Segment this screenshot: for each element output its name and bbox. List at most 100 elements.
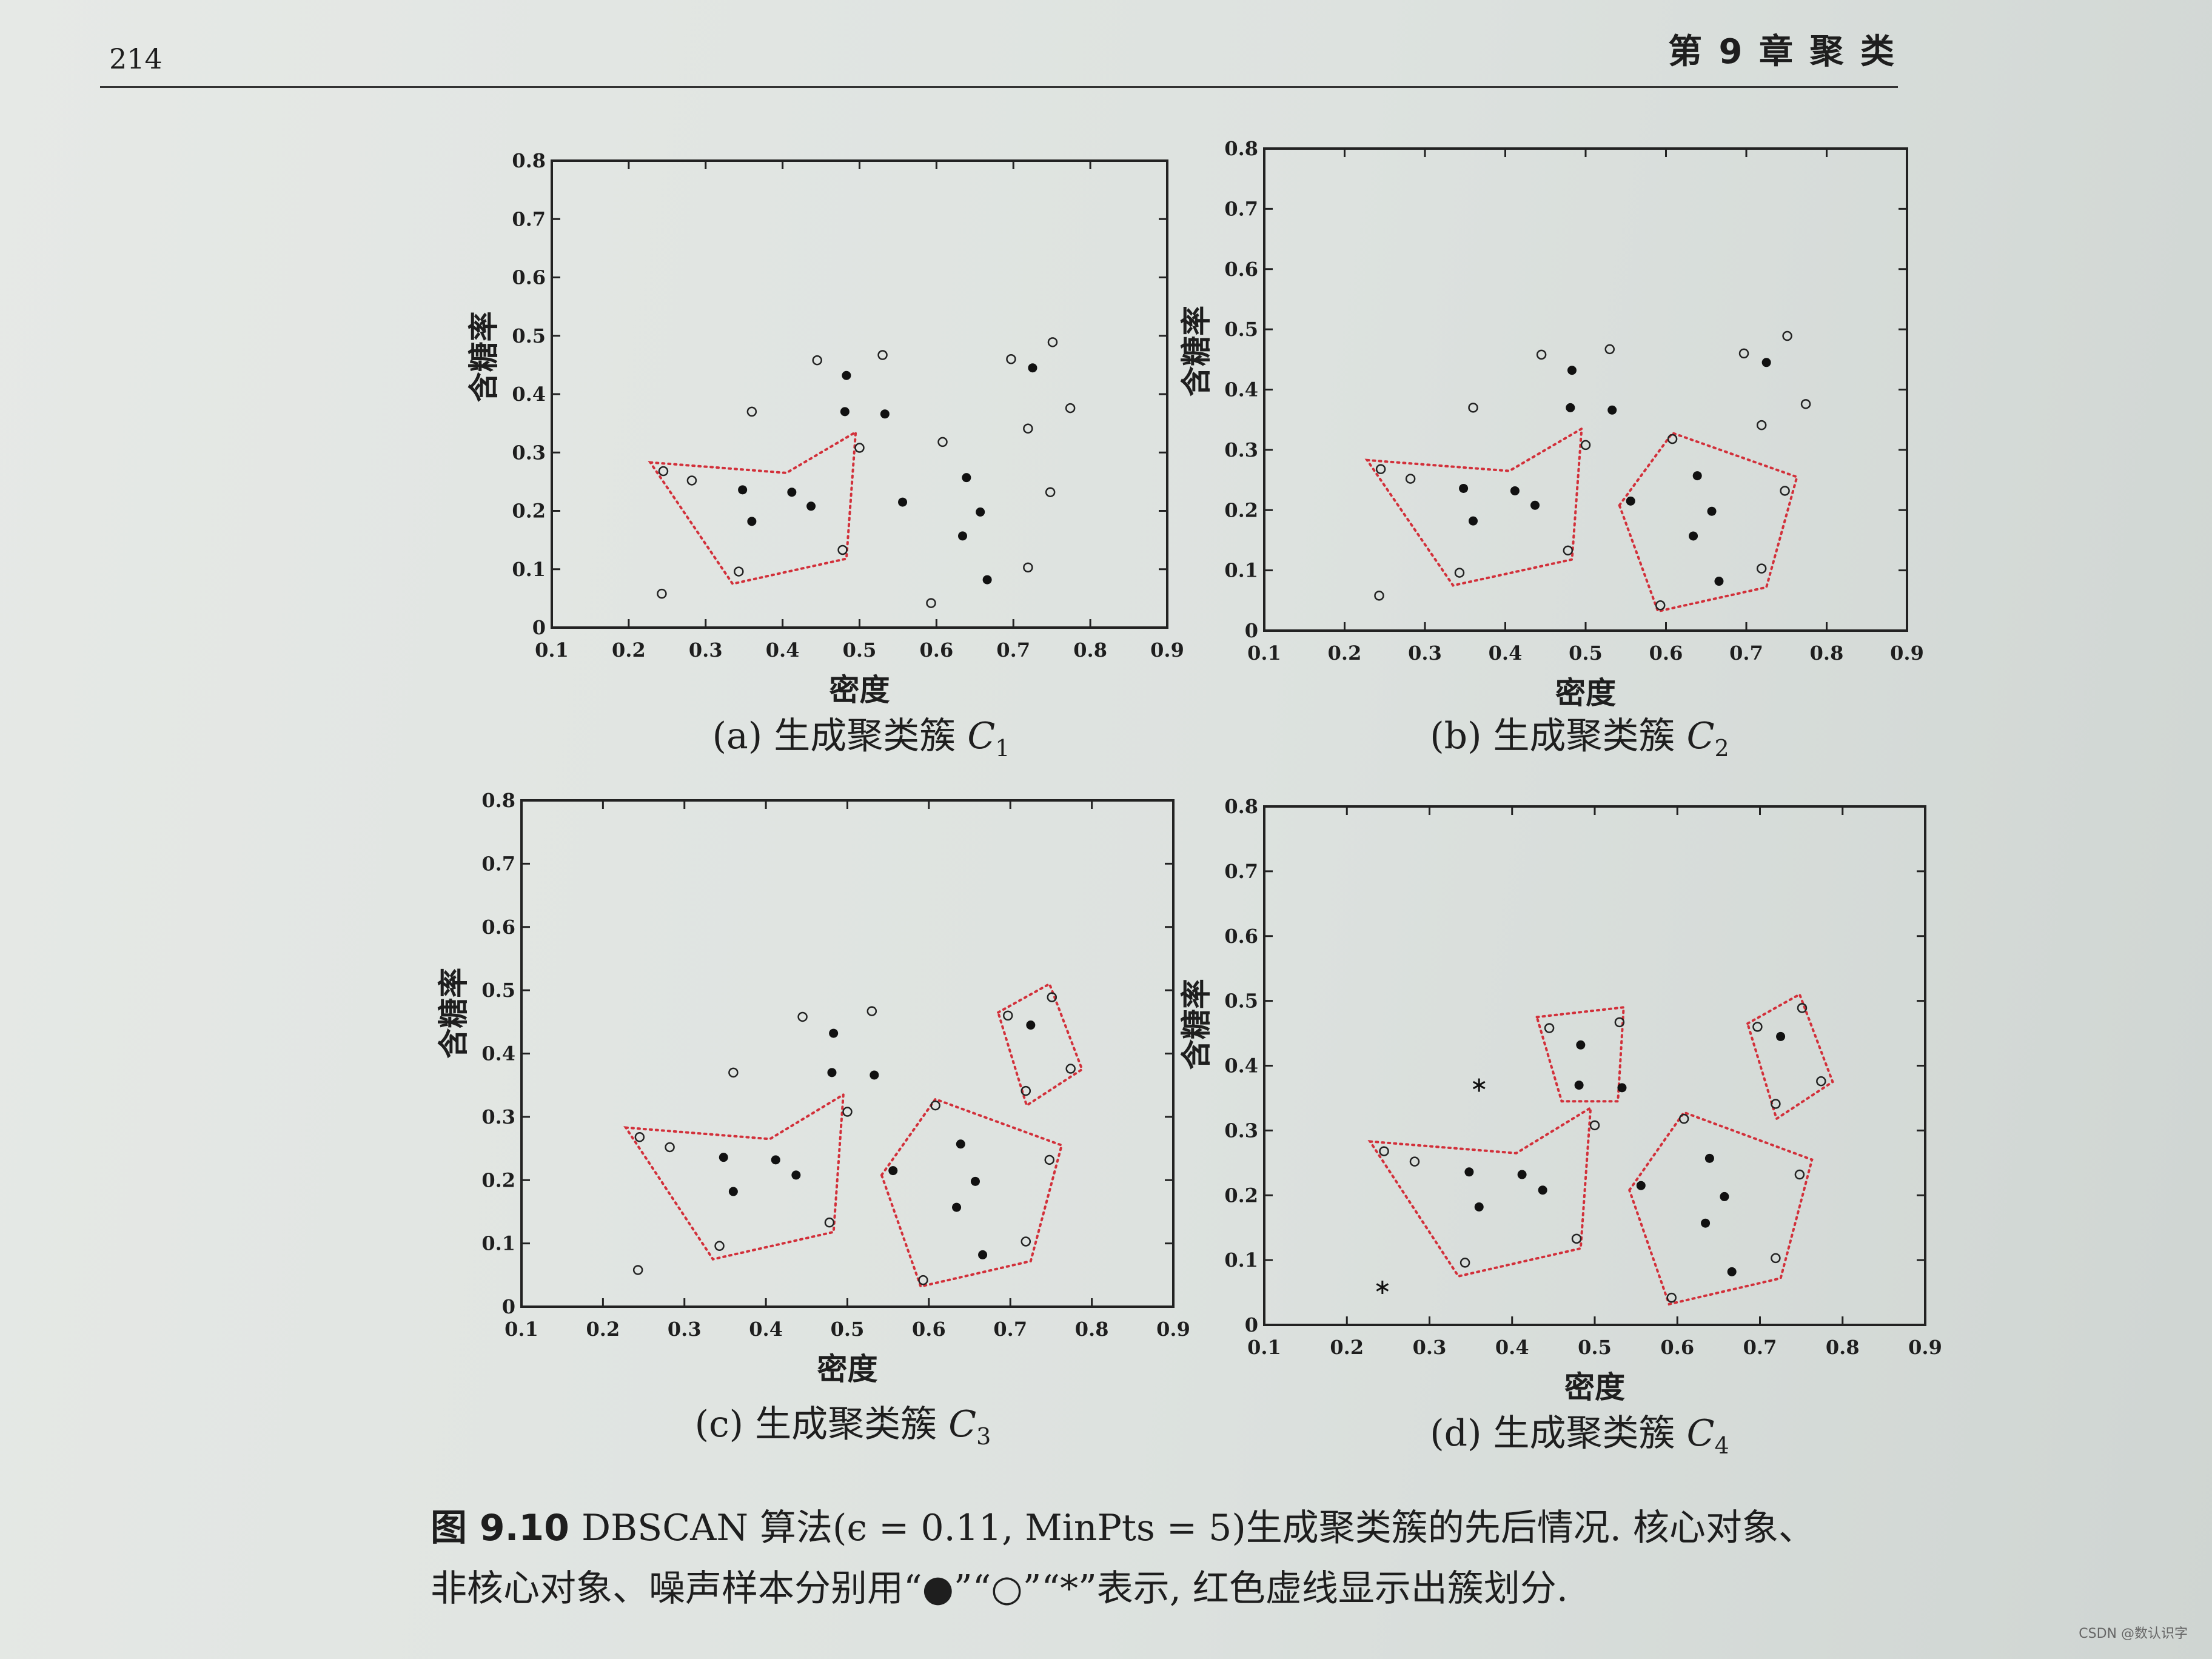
noncore-point [1614, 1017, 1625, 1028]
x-tick-label: 0.8 [1075, 1318, 1109, 1341]
x-tick-label: 0.1 [535, 638, 569, 662]
core-point [1704, 1153, 1714, 1163]
core-point [958, 531, 968, 541]
y-tick-label: 0.8 [481, 789, 515, 812]
cluster-boundary [880, 1098, 1064, 1288]
y-tick-label: 0.4 [1224, 378, 1258, 401]
noncore-point [937, 437, 948, 447]
x-tick-label: 0.9 [1908, 1336, 1942, 1359]
y-tick-label: 0 [1245, 1313, 1258, 1336]
core-point [1459, 483, 1469, 493]
x-tick-label: 0.5 [843, 638, 877, 662]
noncore-point [1023, 562, 1033, 573]
subcaption-b: (b) 生成聚类簇 C2 [1246, 706, 1913, 762]
x-tick-label: 0.6 [920, 638, 954, 662]
core-point [719, 1153, 728, 1162]
noncore-point [1738, 348, 1749, 359]
x-tick-label: 0.7 [1729, 642, 1763, 665]
y-tick-label: 0.6 [481, 916, 515, 939]
subcaption-text: (c) 生成聚类簇 [694, 1403, 949, 1446]
core-point [956, 1139, 965, 1149]
y-tick-label: 0.8 [1224, 795, 1258, 818]
core-point [1574, 1081, 1584, 1090]
subcaption-sub: 2 [1714, 735, 1729, 762]
x-tick-label: 0.5 [1578, 1336, 1612, 1359]
x-tick-label: 0.9 [1156, 1318, 1190, 1341]
y-tick-label: 0.6 [512, 266, 546, 289]
noncore-point [930, 1100, 940, 1111]
core-point [827, 1068, 837, 1078]
subcaption-var: C [1686, 715, 1715, 757]
y-tick-label: 0.2 [512, 500, 546, 523]
y-tick-label: 0.5 [512, 324, 546, 347]
noise-point [1472, 1078, 1486, 1092]
core-point [829, 1028, 839, 1038]
x-tick-label: 0.1 [1247, 1336, 1281, 1359]
noncore-point [797, 1011, 808, 1022]
figure-caption-line2: 非核心对象、噪声样本分别用“●”“○”“*”表示, 红色虚线显示出簇划分. [431, 1567, 1568, 1610]
figure-caption-text1: DBSCAN 算法(ϵ = 0.11, MinPts = 5)生成聚类簇的先后情… [581, 1507, 1815, 1549]
cluster-boundary [623, 1092, 845, 1261]
noncore-point [657, 588, 667, 599]
core-point [771, 1155, 780, 1165]
core-point [978, 1250, 988, 1259]
y-tick-label: 0.8 [1224, 137, 1258, 160]
noncore-point [1006, 354, 1016, 364]
y-tick-label: 0.1 [1224, 559, 1258, 582]
y-axis-label: 含糖率 [1179, 306, 1214, 397]
y-tick-label: 0.1 [512, 558, 546, 581]
noncore-point [812, 355, 822, 366]
y-tick-label: 0.4 [512, 383, 546, 406]
noncore-point [1604, 344, 1615, 355]
x-tick-label: 0.3 [668, 1318, 702, 1341]
noncore-point [658, 466, 669, 477]
noncore-point [1780, 486, 1790, 496]
noncore-point [728, 1067, 739, 1078]
noncore-point [1065, 403, 1076, 414]
x-tick-label: 0.2 [1328, 642, 1362, 665]
core-point [952, 1202, 962, 1212]
noncore-point [632, 1265, 643, 1275]
figure-caption: 图 9.10 DBSCAN 算法(ϵ = 0.11, MinPts = 5)生成聚… [431, 1498, 1946, 1619]
noncore-point [854, 443, 865, 453]
noncore-point [1047, 337, 1058, 347]
x-tick-label: 0.4 [749, 1318, 783, 1341]
core-point [976, 507, 985, 517]
subcaption-text: (b) 生成聚类簇 [1430, 715, 1687, 757]
core-point [1607, 405, 1617, 415]
y-tick-label: 0.4 [1224, 1054, 1258, 1078]
core-point [1626, 496, 1635, 506]
noncore-point [634, 1132, 645, 1142]
cluster-boundary [1746, 993, 1834, 1121]
y-tick-label: 0.6 [1224, 925, 1258, 948]
noncore-point [877, 350, 888, 360]
noncore-point [1021, 1236, 1031, 1247]
y-tick-label: 0.1 [1224, 1248, 1258, 1272]
x-tick-label: 0.5 [831, 1318, 865, 1341]
noncore-point [1771, 1099, 1781, 1109]
y-tick-label: 0.6 [1224, 258, 1258, 281]
core-point [1530, 500, 1540, 510]
noncore-point [1409, 1156, 1420, 1167]
subcaption-sub: 3 [976, 1423, 991, 1450]
noncore-point [837, 545, 848, 555]
core-point [1720, 1191, 1729, 1201]
subcaption-sub: 1 [995, 735, 1010, 762]
noncore-point [1044, 1155, 1054, 1165]
noncore-point [1794, 1169, 1805, 1180]
y-tick-label: 0.7 [1224, 860, 1258, 883]
noncore-point [1655, 600, 1666, 611]
x-tick-label: 0.3 [1413, 1336, 1447, 1359]
core-point [1761, 358, 1771, 367]
noncore-point [1379, 1146, 1389, 1156]
core-point [1689, 531, 1698, 541]
chapter-title: 第 9 章 聚 类 [1668, 32, 1897, 72]
y-tick-label: 0.2 [1224, 498, 1258, 521]
cluster-boundary [1535, 1006, 1625, 1103]
x-tick-label: 0.2 [1330, 1336, 1364, 1359]
page-number: 214 [109, 42, 163, 75]
core-point [1707, 506, 1717, 516]
noncore-point [1800, 399, 1811, 409]
x-tick-label: 0.2 [586, 1318, 620, 1341]
